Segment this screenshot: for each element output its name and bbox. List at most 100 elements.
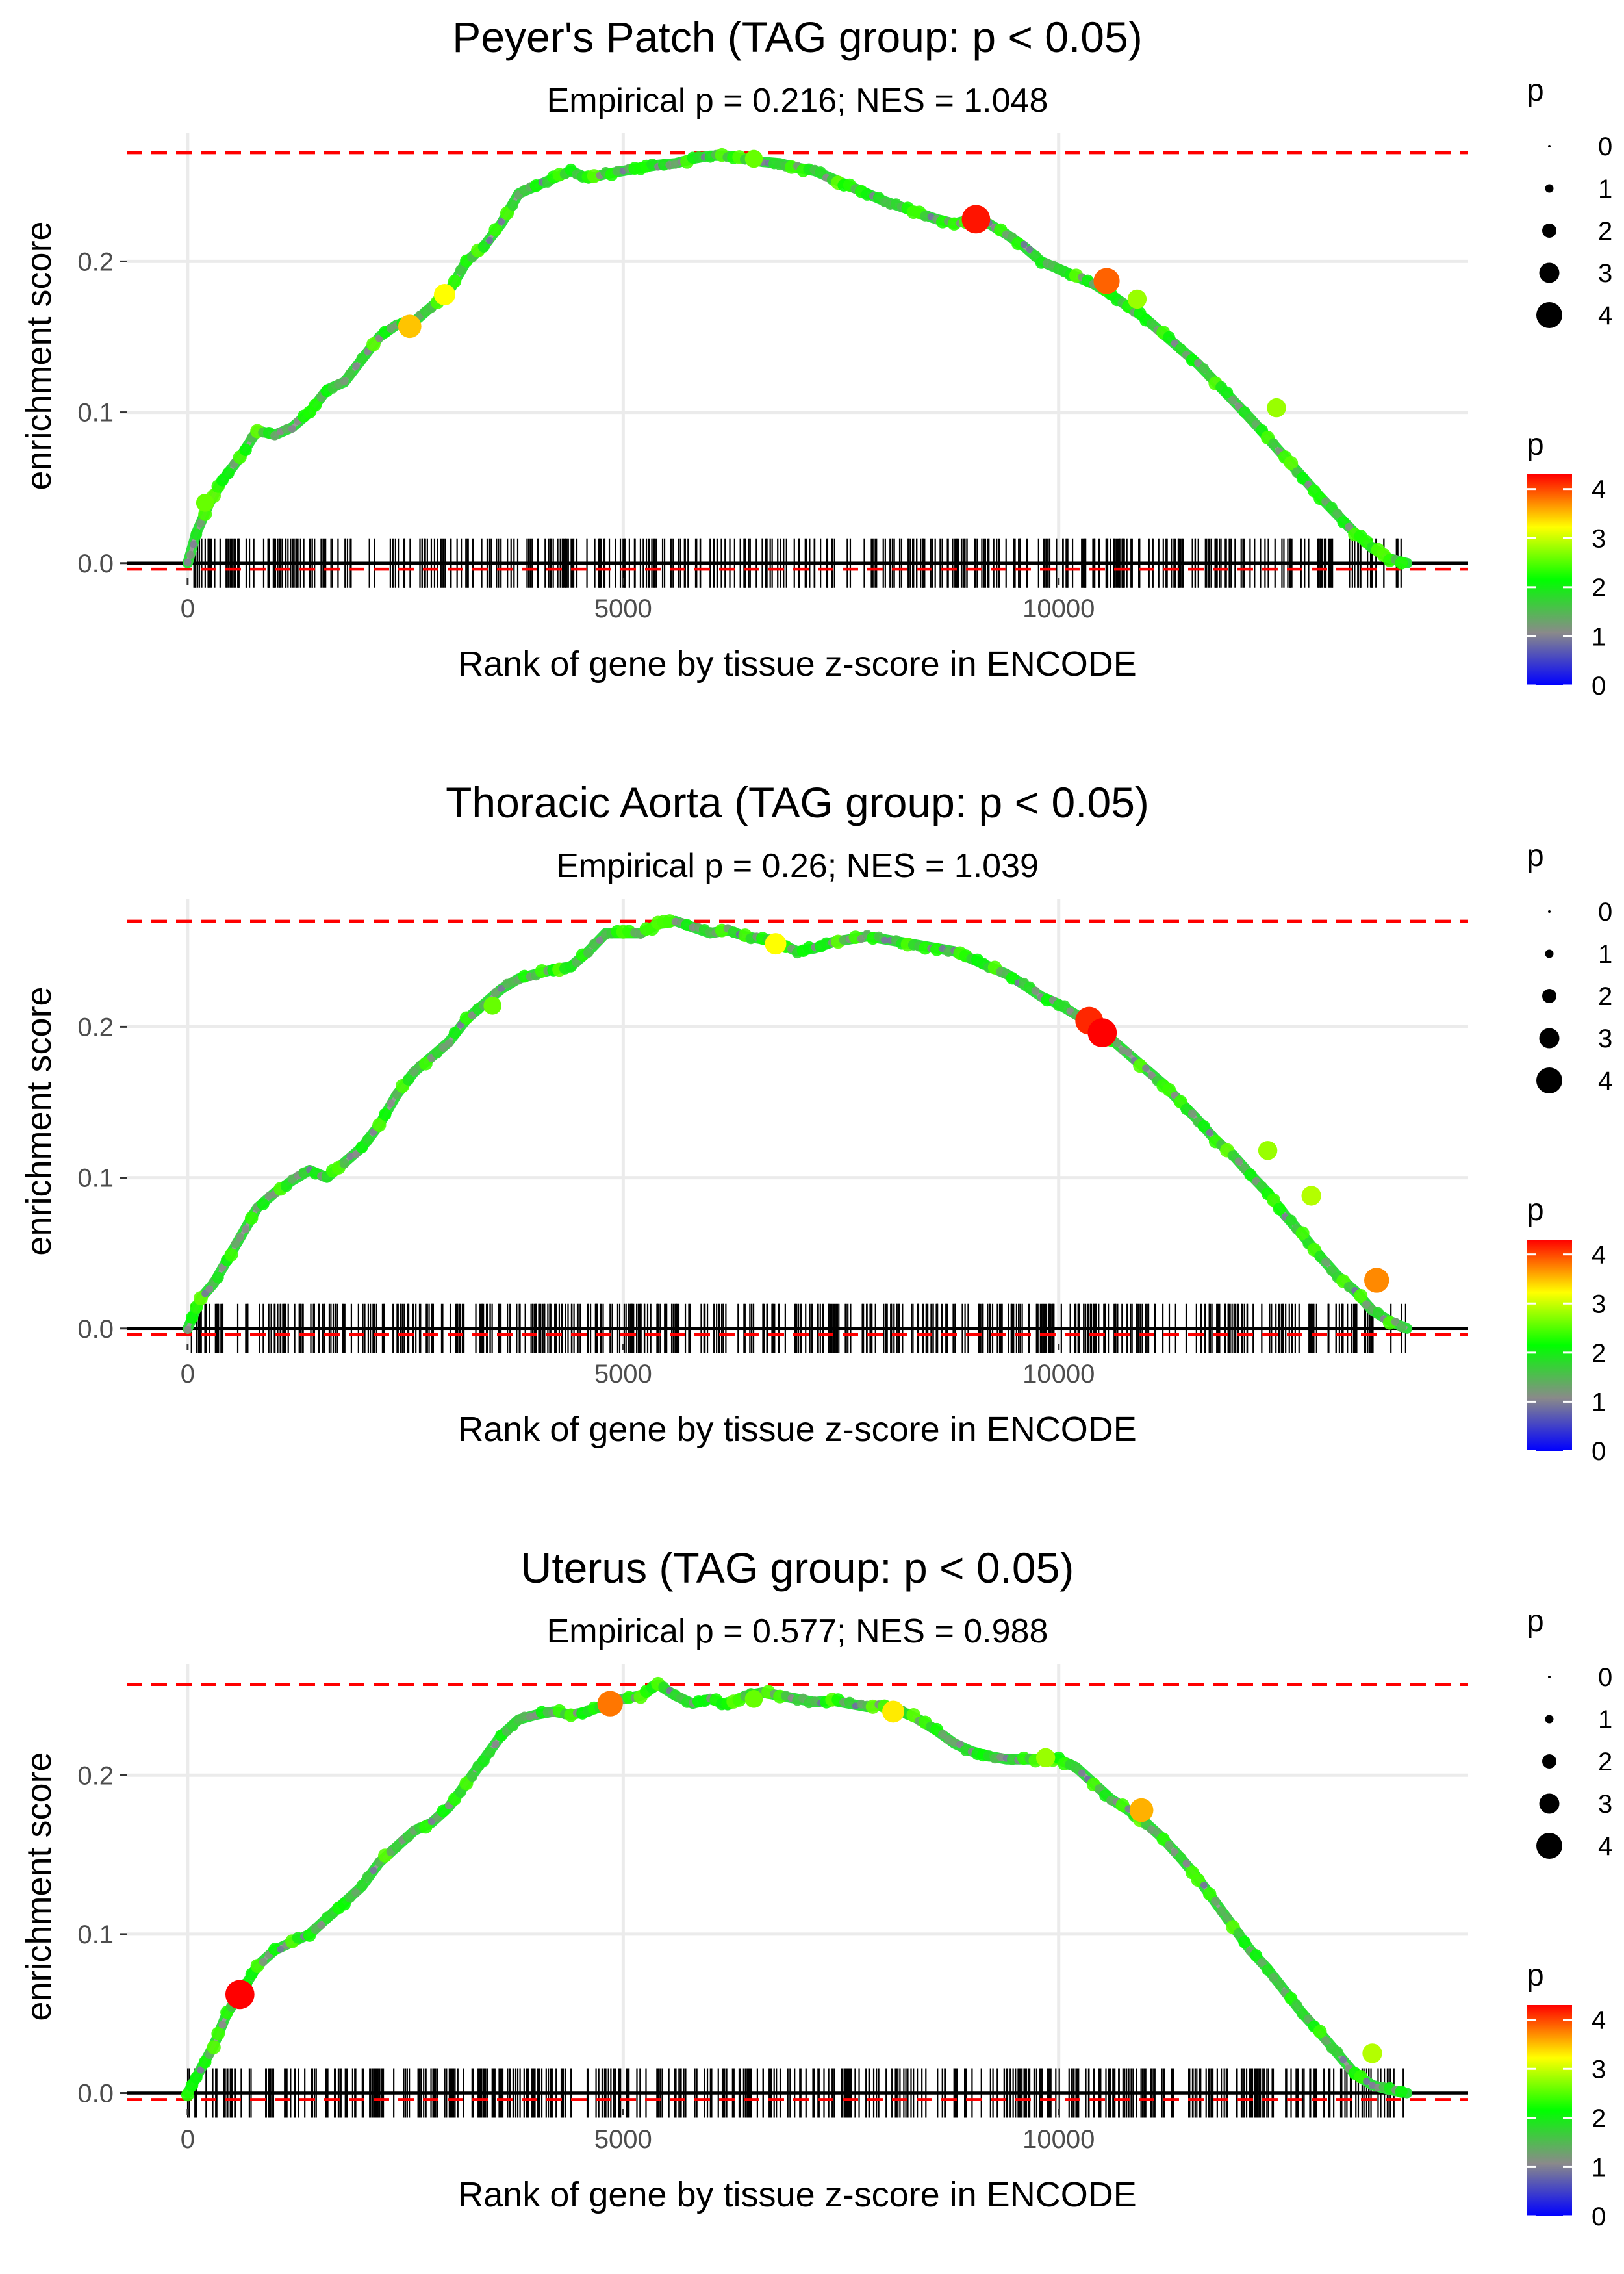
gene-point: [1197, 1120, 1210, 1132]
highlight-point: [882, 1700, 904, 1723]
gene-point: [1112, 1038, 1121, 1047]
size-legend-key: [1542, 989, 1556, 1003]
gene-point: [1124, 1048, 1133, 1056]
highlight-point: [1267, 398, 1286, 418]
gene-point: [1146, 318, 1157, 329]
gene-point: [340, 377, 349, 386]
highlight-point: [1364, 1268, 1389, 1293]
size-legend-key: [1539, 262, 1560, 283]
color-legend-title: p: [1527, 1193, 1544, 1227]
size-legend-label: 3: [1598, 1025, 1612, 1053]
gene-point: [197, 2066, 205, 2074]
y-axis-label: enrichment score: [19, 1752, 58, 2021]
size-legend-key: [1539, 1028, 1560, 1049]
gene-point: [1187, 1109, 1197, 1118]
gene-point: [402, 1074, 414, 1086]
gene-point: [1250, 1949, 1263, 1962]
highlight-point: [744, 1690, 763, 1708]
gene-point: [520, 1711, 529, 1722]
gene-point: [1071, 1763, 1082, 1774]
gene-point: [583, 947, 594, 958]
gene-point: [507, 199, 518, 211]
highlight-point: [765, 933, 787, 955]
gene-point: [242, 1225, 250, 1233]
gene-point: [190, 528, 203, 541]
size-legend-label: 4: [1598, 1067, 1612, 1095]
gene-point: [920, 211, 931, 222]
gene-point: [185, 1311, 199, 1324]
size-legend-key: [1545, 949, 1554, 958]
gene-point: [1211, 1897, 1220, 1906]
gene-point: [1313, 2025, 1327, 2039]
panel-1: 0 5000 10000 0.0 0.1 0.2 Peyer's Patch (TAG gr…: [19, 13, 1612, 700]
x-axis-label: Rank of gene by tissue z-score in ENCODE: [458, 645, 1136, 683]
gene-point: [1142, 1064, 1150, 1072]
gene-point: [1284, 455, 1299, 470]
gene-point: [184, 558, 192, 567]
panel-3: 0 5000 10000 0.0 0.1 0.2 Uterus (TAG group: p …: [19, 1544, 1612, 2231]
x-tick-label: 10000: [1022, 1360, 1095, 1388]
color-legend-label: 1: [1592, 1388, 1606, 1416]
size-legend-key: [1548, 145, 1551, 147]
gene-point: [1274, 1979, 1285, 1990]
enrichment-curve: [186, 919, 1408, 1331]
highlight-point: [398, 314, 422, 339]
gene-point: [288, 425, 296, 433]
gene-point: [257, 1198, 270, 1211]
gene-point: [427, 1817, 435, 1826]
gene-point: [1285, 1214, 1297, 1226]
chart-subtitle: Empirical p = 0.577; NES = 0.988: [547, 1613, 1048, 1650]
gene-point: [919, 941, 932, 955]
gene-point: [317, 1921, 325, 1930]
gene-point: [612, 166, 622, 176]
gene-point: [956, 1740, 964, 1748]
highlight-point: [1362, 2043, 1382, 2063]
color-legend-label: 3: [1592, 1290, 1606, 1318]
gene-point: [339, 1158, 349, 1169]
gene-point: [1332, 2046, 1343, 2057]
x-tick-label: 5000: [594, 2125, 652, 2154]
highlight-point: [1129, 1798, 1154, 1822]
curve-points: [181, 1676, 1408, 2102]
gene-point: [488, 223, 502, 236]
gene-point: [455, 264, 466, 275]
gene-point: [345, 368, 356, 379]
gene-point: [1041, 994, 1054, 1007]
gene-point: [205, 1285, 214, 1293]
color-legend-label: 1: [1592, 622, 1606, 651]
size-legend-title: p: [1527, 73, 1544, 108]
gene-point: [387, 1099, 395, 1108]
size-legend-label: 3: [1598, 1790, 1612, 1819]
gene-point: [468, 1011, 477, 1019]
gene-point: [1391, 1318, 1400, 1326]
gene-point: [362, 1134, 374, 1146]
color-legend-label: 2: [1592, 1339, 1606, 1368]
chart-title: Peyer's Patch (TAG group: p < 0.05): [452, 13, 1142, 61]
highlight-point: [961, 205, 991, 234]
highlight-point: [196, 494, 214, 512]
gene-point: [1321, 1257, 1330, 1267]
chart-title: Thoracic Aorta (TAG group: p < 0.05): [446, 778, 1149, 826]
gene-point: [198, 2056, 212, 2069]
size-legend-label: 1: [1598, 175, 1612, 203]
gene-point: [235, 1233, 244, 1242]
gene-point: [212, 1271, 224, 1284]
size-legend-label: 1: [1598, 1706, 1612, 1734]
gene-point: [1257, 1958, 1267, 1968]
gene-point: [486, 236, 494, 244]
gene-point: [181, 2088, 194, 2102]
gene-point: [356, 1880, 368, 1891]
y-axis-label: enrichment score: [19, 221, 58, 490]
size-legend-label: 1: [1598, 940, 1612, 969]
gene-point: [996, 1753, 1005, 1761]
gene-point: [448, 1027, 461, 1040]
gene-point: [211, 2026, 225, 2041]
gene-point: [1296, 472, 1309, 485]
y-tick-label: 0.1: [77, 1921, 114, 1949]
x-axis-label: Rank of gene by tissue z-score in ENCODE: [458, 2175, 1136, 2214]
gene-point: [1372, 1307, 1384, 1318]
gene-point: [1262, 1964, 1274, 1976]
y-tick-label: 0.0: [77, 1315, 114, 1344]
x-tick-label: 0: [181, 1360, 195, 1388]
highlight-point: [1035, 1748, 1056, 1768]
